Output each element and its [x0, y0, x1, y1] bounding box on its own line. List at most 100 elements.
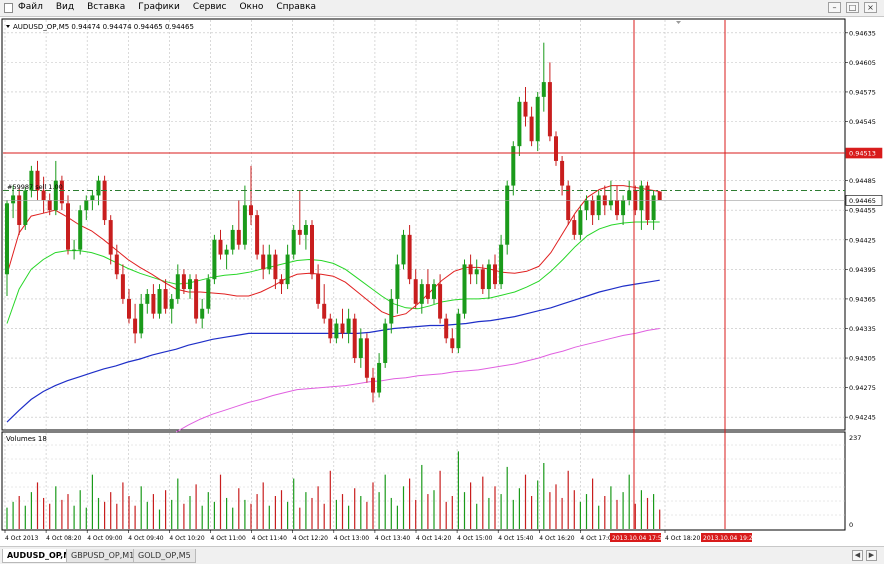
menu-bar: Файл Вид Вставка Графики Сервис Окно Спр… — [0, 0, 884, 17]
menu-view[interactable]: Вид — [55, 2, 75, 12]
y-tick-label: 0.94395 — [849, 266, 876, 274]
candle-body — [120, 274, 125, 299]
candle-body — [639, 185, 644, 211]
candle-body — [615, 200, 619, 216]
maximize-button[interactable]: □ — [846, 2, 859, 13]
candle-body — [316, 274, 321, 304]
candle-body — [267, 254, 272, 270]
candle-body — [249, 205, 253, 216]
tab-gbpusd-label: GBPUSD_OP,M1 — [71, 551, 135, 560]
candle-body — [523, 101, 528, 117]
candle-body — [169, 298, 174, 309]
crosshair-price-label: 0.94513 — [849, 150, 876, 158]
volume-max-label: 237 — [849, 434, 861, 442]
candle-body — [340, 323, 345, 334]
menu-window[interactable]: Окно — [239, 2, 264, 12]
candle-body — [407, 234, 412, 280]
candle-body — [474, 269, 479, 275]
tab-gbpusd[interactable]: GBPUSD_OP,M1 — [66, 549, 140, 563]
chart-window[interactable]: 0.94635 0.94605 0.94575 0.94545 0.94485 0.944… — [0, 16, 884, 547]
candle-body — [529, 116, 534, 142]
candle-body — [383, 323, 388, 363]
candle-body — [5, 203, 9, 275]
candle-body — [572, 220, 577, 235]
y-tick-label: 0.94545 — [849, 118, 876, 126]
candle-body — [236, 229, 241, 245]
candle-body — [554, 136, 558, 161]
candle-body — [242, 205, 247, 245]
candle-body — [273, 254, 278, 280]
candle-body — [450, 338, 455, 349]
candle-body — [163, 289, 168, 309]
candle-body — [23, 190, 28, 225]
menu-help[interactable]: Справка — [276, 2, 317, 12]
candle-body — [291, 229, 296, 255]
candle-body — [96, 180, 101, 196]
volume-min-label: 0 — [849, 521, 853, 529]
menu-tools[interactable]: Сервис — [192, 2, 227, 12]
candle-body — [438, 284, 443, 319]
menu-charts[interactable]: Графики — [138, 2, 180, 12]
crosshair-time-label-box — [610, 533, 661, 542]
candle-body — [352, 318, 357, 359]
x-tick-label: 4 Oct 15:40 — [498, 535, 533, 542]
scroll-right-icon[interactable]: ▶ — [866, 550, 877, 561]
candle-body — [157, 289, 162, 314]
candle-body — [84, 200, 89, 211]
candle-body — [72, 249, 77, 251]
ema-red-line — [6, 185, 660, 318]
candle-body — [499, 244, 504, 285]
candle-body — [432, 284, 436, 299]
close-button[interactable]: × — [864, 2, 877, 13]
candle-body — [511, 146, 516, 186]
y-tick-label: 0.94245 — [849, 414, 876, 422]
menu-file[interactable]: Файл — [18, 2, 43, 12]
candle-body — [657, 191, 662, 201]
x-tick-label: 4 Oct 11:00 — [211, 535, 246, 542]
candle-body — [78, 210, 83, 250]
candle-body — [188, 279, 192, 290]
candle-body — [297, 229, 302, 235]
y-tick-label: 0.94575 — [849, 88, 876, 96]
candle-body — [395, 264, 400, 299]
tab-audusd-label: AUDUSD_OP,M5 — [7, 551, 77, 560]
ma-magenta-line — [175, 328, 660, 433]
x-tick-label: 4 Oct 16:20 — [539, 535, 574, 542]
document-icon[interactable] — [4, 3, 13, 13]
candle-body — [364, 338, 369, 378]
candle-body — [541, 82, 546, 97]
scroll-left-icon[interactable]: ◀ — [852, 550, 863, 561]
tab-gold[interactable]: GOLD_OP,M5 — [133, 549, 196, 563]
candle-body — [261, 254, 266, 270]
candle-body — [596, 195, 601, 216]
candle-body — [151, 293, 156, 314]
candle-body — [328, 318, 333, 339]
main-menu: Файл Вид Вставка Графики Сервис Окно Спр… — [18, 2, 316, 12]
candle-body — [59, 180, 64, 204]
x-tick-label: 4 Oct 13:00 — [334, 535, 369, 542]
candle-body — [127, 298, 131, 319]
ma-blue-line — [6, 279, 660, 423]
menu-insert[interactable]: Вставка — [87, 2, 126, 12]
candle-body — [334, 323, 339, 339]
chart-canvas[interactable]: 0.94635 0.94605 0.94575 0.94545 0.94485 0.944… — [0, 17, 884, 547]
current-price-label: 0.94465 — [849, 197, 876, 205]
y-tick-label: 0.94305 — [849, 355, 876, 363]
candle-body — [371, 377, 375, 393]
y-tick-label: 0.94335 — [849, 325, 876, 333]
volume-pane — [1, 431, 846, 531]
candle-body — [17, 195, 22, 225]
candle-body — [468, 264, 473, 275]
candle-body — [419, 284, 424, 304]
chart-info: AUDUSD_OP,M5 0.94474 0.94474 0.94465 0.9… — [13, 23, 194, 31]
x-tick-label: 4 Oct 14:20 — [416, 535, 451, 542]
candle-body — [200, 308, 205, 319]
candle-body — [212, 239, 217, 280]
candle-body — [462, 264, 467, 314]
candle-body — [358, 338, 363, 359]
candle-body — [621, 200, 626, 216]
candle-body — [230, 229, 235, 250]
minimize-button[interactable]: – — [828, 2, 841, 13]
y-tick-label: 0.94455 — [849, 207, 876, 215]
candle-body — [377, 362, 382, 393]
